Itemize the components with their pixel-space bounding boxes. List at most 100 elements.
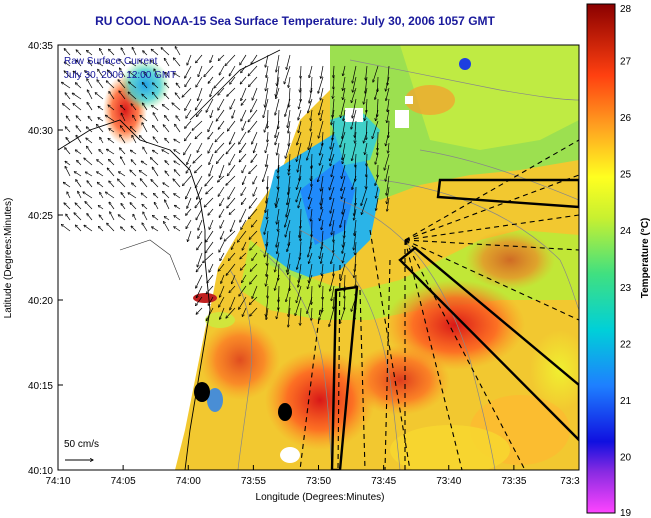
current-vector xyxy=(353,76,357,92)
current-vector xyxy=(174,170,181,177)
current-vector xyxy=(241,98,247,105)
current-vector xyxy=(107,70,115,78)
current-vector xyxy=(309,186,313,199)
current-vector xyxy=(352,175,357,190)
current-vector xyxy=(321,65,324,78)
x-tick-label: 74:00 xyxy=(176,476,201,487)
current-vector xyxy=(311,285,312,305)
current-vector xyxy=(241,186,247,196)
current-vector xyxy=(342,241,346,253)
current-vector xyxy=(143,147,148,155)
current-vector xyxy=(375,175,379,186)
current-vector xyxy=(152,92,159,100)
current-vector xyxy=(377,142,378,155)
current-vector xyxy=(285,142,291,158)
current-vector xyxy=(85,71,93,78)
current-vectors xyxy=(61,47,389,328)
current-vector xyxy=(187,197,192,208)
current-vector xyxy=(277,142,280,155)
current-vector xyxy=(331,109,335,125)
current-vector xyxy=(387,98,390,112)
colorbar-title: Temperature (°C) xyxy=(640,218,651,299)
current-vector xyxy=(65,166,71,177)
current-vector xyxy=(300,65,301,78)
current-vector xyxy=(186,109,192,118)
current-vector xyxy=(376,109,379,121)
current-vector xyxy=(206,307,214,321)
current-vector xyxy=(195,98,203,110)
current-vector xyxy=(87,181,93,188)
current-vector xyxy=(61,82,71,89)
current-vector xyxy=(207,274,214,283)
current-vector xyxy=(288,263,291,275)
current-vector xyxy=(332,98,335,118)
colorbar-tick-label: 26 xyxy=(620,113,632,124)
current-vector xyxy=(266,263,269,276)
current-vector xyxy=(227,87,236,96)
current-vector xyxy=(219,241,225,252)
current-vector xyxy=(264,241,269,257)
current-vector xyxy=(239,142,247,153)
current-vector xyxy=(323,285,324,299)
x-axis: 74:10 74:05 74:00 73:55 73:50 73:45 73:40 73:35… xyxy=(45,465,580,487)
current-vector xyxy=(218,263,225,271)
current-vector xyxy=(266,186,269,203)
current-vector xyxy=(266,153,269,167)
current-vector xyxy=(365,142,368,155)
current-vector xyxy=(227,120,236,131)
current-vector xyxy=(152,126,159,133)
current-vector xyxy=(277,65,280,86)
current-vector xyxy=(174,205,181,210)
current-vector xyxy=(174,73,181,78)
colorbar-tick-label: 23 xyxy=(620,283,632,294)
current-vector xyxy=(276,307,280,319)
y-axis-label: Latitude (Degrees:Minutes) xyxy=(3,198,14,319)
current-vector xyxy=(98,118,104,122)
current-vector xyxy=(221,274,225,284)
current-vector xyxy=(275,120,280,138)
current-vector xyxy=(237,230,247,242)
current-vector xyxy=(150,158,159,166)
current-vector xyxy=(139,60,148,67)
current-vector xyxy=(289,131,291,146)
current-vector xyxy=(152,83,159,89)
current-vector xyxy=(152,105,159,111)
current-vector xyxy=(162,105,170,111)
current-vector xyxy=(85,202,93,210)
current-vector xyxy=(330,186,335,200)
x-tick-label: 73:55 xyxy=(241,476,266,487)
current-vector xyxy=(120,135,126,144)
current-vector xyxy=(119,59,126,67)
scale-label: 50 cm/s xyxy=(64,439,99,450)
current-vector xyxy=(296,186,302,202)
current-vector xyxy=(266,296,269,317)
current-vector xyxy=(226,142,236,154)
current-vector xyxy=(173,179,181,188)
current-vector xyxy=(333,263,334,276)
current-vector xyxy=(109,91,115,100)
current-vector xyxy=(130,127,137,133)
current-vector xyxy=(153,137,159,144)
current-vector xyxy=(343,109,346,121)
current-vector xyxy=(309,252,313,264)
x-tick-label: 74:05 xyxy=(111,476,136,487)
current-vector xyxy=(366,98,367,112)
current-vector xyxy=(375,87,379,100)
current-vector xyxy=(322,263,323,276)
current-vector xyxy=(288,120,291,133)
current-vector xyxy=(330,197,335,213)
current-vector xyxy=(278,296,279,310)
current-vector xyxy=(197,241,203,250)
current-vector xyxy=(163,183,170,188)
current-vector xyxy=(342,142,346,160)
x-tick-label: 73:35 xyxy=(501,476,526,487)
current-vector xyxy=(208,120,214,132)
colorbar-tick-label: 25 xyxy=(620,170,632,181)
current-vector xyxy=(240,252,247,259)
current-vector xyxy=(289,230,291,246)
current-vector xyxy=(206,98,214,112)
current-vector xyxy=(330,142,335,161)
current-vector xyxy=(110,212,115,221)
current-vector xyxy=(308,131,313,150)
current-vector xyxy=(131,160,137,166)
